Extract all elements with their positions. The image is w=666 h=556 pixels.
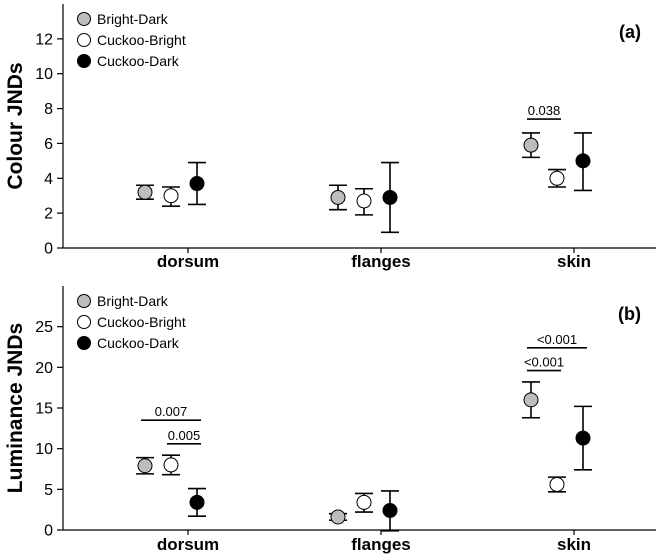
legend-marker-cuckoo-dark (77, 54, 91, 68)
x-tick-label-skin: skin (557, 535, 591, 554)
data-point-cuckoo-dark (575, 430, 591, 446)
data-point-cuckoo-dark (575, 153, 591, 169)
significance-label: 0.005 (168, 428, 201, 443)
y-tick-label: 0 (44, 523, 53, 540)
data-point-bright-dark (330, 189, 346, 205)
y-axis-title: Luminance JNDs (4, 323, 27, 493)
legend-marker-bright-dark (77, 294, 91, 308)
data-point-bright-dark (523, 137, 539, 153)
data-point-bright-dark (330, 509, 346, 525)
panel-tag: (a) (619, 22, 641, 42)
data-point-cuckoo-bright (549, 170, 565, 186)
panel-luminance-jnds: 0 5 10 15 20 25 dorsum flanges skin Luminance JND… (4, 286, 656, 554)
y-tick-label: 5 (44, 482, 53, 499)
y-tick-label: 15 (35, 401, 53, 418)
y-tick-label: 6 (44, 136, 53, 153)
significance-label: 0.038 (528, 103, 561, 118)
y-tick-label: 10 (35, 441, 53, 458)
y-tick-label: 20 (35, 360, 53, 377)
data-point-cuckoo-bright (356, 494, 372, 510)
significance-label: <0.001 (524, 355, 564, 370)
x-tick-label-skin: skin (557, 252, 591, 271)
legend-label: Cuckoo-Bright (97, 314, 186, 330)
legend-label: Bright-Dark (97, 11, 169, 27)
data-point-cuckoo-dark (189, 494, 205, 510)
data-point-cuckoo-dark (382, 189, 398, 205)
y-tick-label: 2 (44, 206, 53, 223)
y-tick-label: 4 (44, 171, 53, 188)
legend-marker-cuckoo-dark (77, 336, 91, 350)
x-tick-label-flanges: flanges (351, 252, 411, 271)
data-point-bright-dark (137, 458, 153, 474)
y-tick-label: 0 (44, 241, 53, 258)
legend-label: Bright-Dark (97, 293, 169, 309)
legend-marker-cuckoo-bright (77, 315, 91, 329)
significance-label: 0.007 (155, 404, 188, 419)
legend-label: Cuckoo-Dark (97, 53, 180, 69)
x-tick-label-dorsum: dorsum (157, 252, 219, 271)
data-point-cuckoo-bright (549, 476, 565, 492)
data-point-cuckoo-bright (163, 457, 179, 473)
y-tick-label: 25 (35, 319, 53, 336)
legend-marker-cuckoo-bright (77, 33, 91, 47)
x-tick-label-flanges: flanges (351, 535, 411, 554)
y-tick-label: 12 (35, 31, 53, 48)
y-tick-label: 8 (44, 101, 53, 118)
data-point-cuckoo-bright (163, 188, 179, 204)
y-axis-title: Colour JNDs (4, 62, 27, 189)
data-point-bright-dark (523, 392, 539, 408)
y-tick-label: 10 (35, 66, 53, 83)
panel-tag: (b) (618, 304, 641, 324)
panel-colour-jnds: 0 2 4 6 8 10 12 dorsum flanges skin Colour JNDs (a)… (4, 4, 656, 271)
data-point-cuckoo-bright (356, 193, 372, 209)
data-point-bright-dark (137, 184, 153, 200)
significance-label: <0.001 (537, 332, 577, 347)
legend-marker-bright-dark (77, 12, 91, 26)
x-tick-label-dorsum: dorsum (157, 535, 219, 554)
legend-label: Cuckoo-Bright (97, 32, 186, 48)
data-point-cuckoo-dark (382, 502, 398, 518)
legend-label: Cuckoo-Dark (97, 335, 180, 351)
data-point-cuckoo-dark (189, 176, 205, 192)
